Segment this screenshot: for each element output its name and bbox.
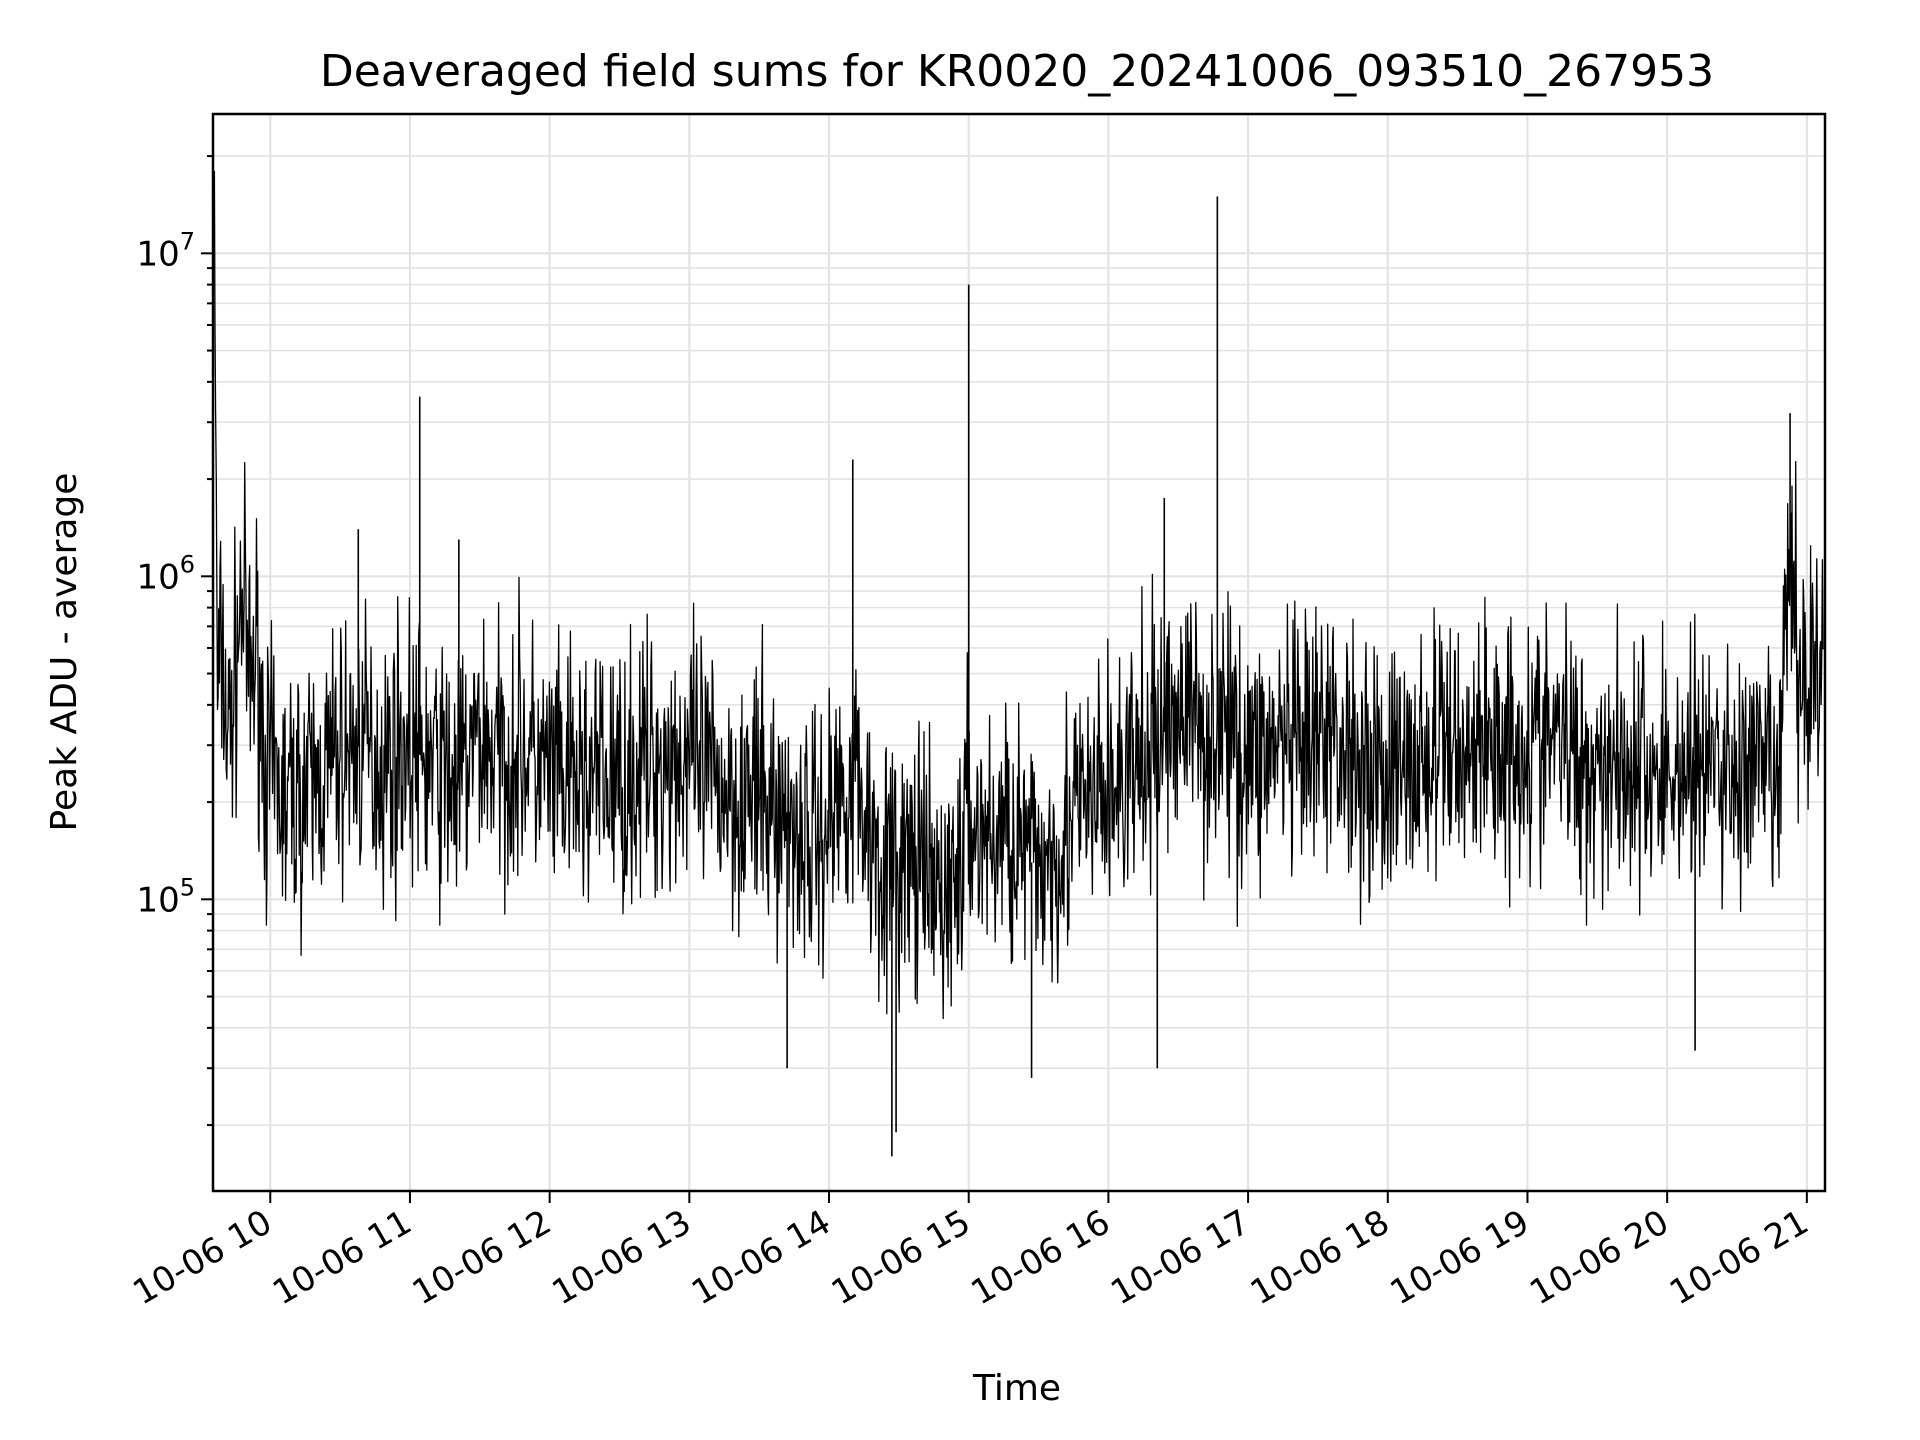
y-tick-label: 106 [136,550,195,597]
y-tick-label: 105 [136,873,195,920]
y-axis-label: Peak ADU - average [44,473,85,832]
y-tick-label: 107 [136,227,195,274]
series-line [213,170,1825,1020]
x-axis-label: Time [972,1368,1061,1409]
y-axis: 105 106 107 [136,155,213,1127]
plot-frame [211,112,1827,1193]
series-group [213,170,1825,1157]
chart-title: Deaveraged field sums for KR0020_2024100… [320,46,1714,97]
